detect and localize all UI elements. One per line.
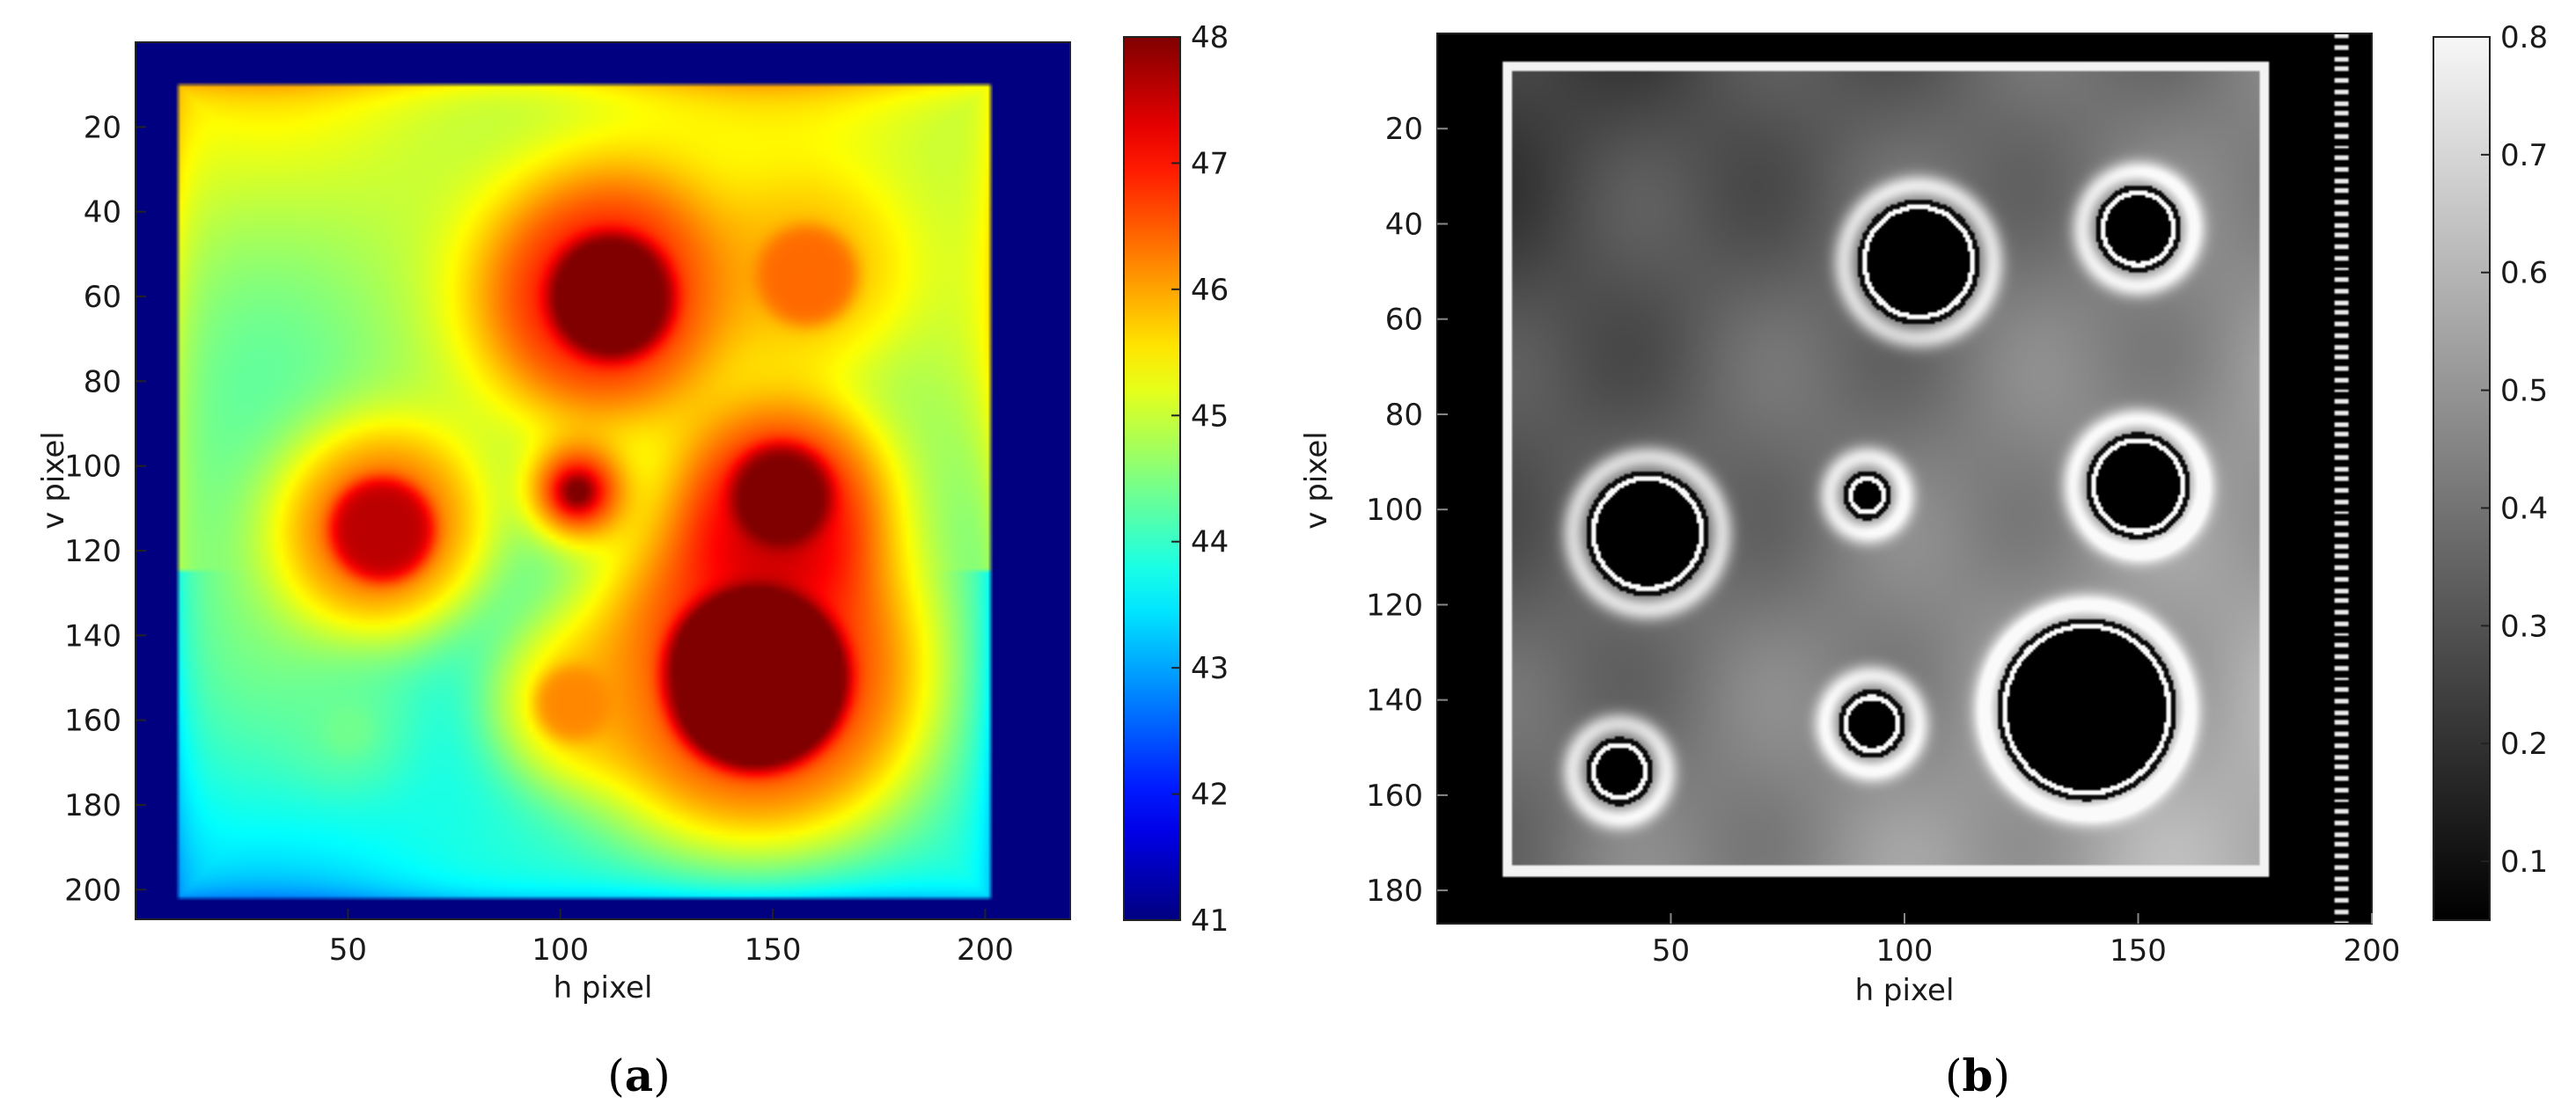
panel-a-caption: (a) [607,1050,670,1101]
panel-a-colorbar-tick-label: 42 [1191,778,1229,813]
panel-a-y-tick-label: 80 [84,364,121,399]
panel-a-colorbar: 41 42 43 44 45 46 47 48 [1123,20,1229,939]
panel-b-colorbar-scale [2433,36,2491,921]
panel-b-colorbar-tick-label: 0.5 [2500,374,2548,409]
panel-b-y-tick-label: 40 [1385,207,1423,242]
panel-a-y-tick-label: 60 [84,280,121,315]
panel-b-colorbar-tick-label: 0.2 [2500,727,2548,762]
panel-b-y-tick-label: 20 [1385,112,1423,147]
panel-b-caption: (b) [1945,1050,2010,1101]
panel-a-heatmap-image [136,42,1070,919]
panel-b-heatmap-image [1437,33,2372,924]
panel-b-y-tick-label: 160 [1366,779,1423,814]
panel-b-colorbar-tick-label: 0.7 [2500,138,2548,173]
panel-a-y-axis-label: v pixel [36,431,71,529]
panel-b-heatmap-raster [1437,33,2372,924]
panel-b-x-tick-label: 200 [2344,933,2401,969]
panel-a-colorbar-tick-label: 41 [1191,903,1229,939]
panel-a-colorbar-scale [1123,36,1181,921]
panel-a-x-axis-label: h pixel [554,970,653,1006]
panel-a-colorbar-tick-label: 45 [1191,399,1229,434]
panel-b-y-tick-label: 80 [1385,398,1423,433]
panel-b-y-tick-label: 180 [1366,874,1423,909]
panel-a-y-tick-label: 120 [64,534,121,569]
panel-a-y-tick-label: 20 [84,110,121,145]
panel-a-caption-letter: a [625,1050,653,1101]
panel-b-y-tick-label: 100 [1366,493,1423,528]
panel-a-ticks: 50 100 150 200 20 40 60 80 100 120 140 160 180 200 [64,110,1014,968]
panel-a-y-tick-label: 40 [84,195,121,230]
panel-b-colorbar-tick-label: 0.8 [2500,20,2548,55]
panel-b-colorbar-tick-label: 0.1 [2500,845,2548,880]
panel-a-x-tick-label: 150 [745,933,802,968]
panel-a-axes-frame [135,41,1071,920]
panel-b-colorbar: 0.1 0.2 0.3 0.4 0.5 0.6 0.7 0.8 [2433,20,2548,921]
panel-a-colorbar-tick-label: 44 [1191,525,1229,560]
panel-a-x-tick-label: 100 [532,933,589,968]
panel-b-caption-letter: b [1963,1050,1993,1101]
panel-b-y-axis-label: v pixel [1299,431,1334,529]
panel-a-y-tick-label: 180 [64,788,121,823]
panel-b-heatmap-chart: 50 100 150 200 20 40 60 80 100 120 140 160 180 h pix… [1299,20,2548,1101]
panel-b-colorbar-tick-label: 0.6 [2500,256,2548,291]
panel-a-colorbar-tick-label: 43 [1191,651,1229,686]
panel-a-colorbar-tick-label: 47 [1191,146,1229,181]
panel-b-y-tick-label: 120 [1366,588,1423,623]
panel-b-x-tick-label: 50 [1652,933,1690,969]
panel-a-x-tick-label: 200 [957,933,1014,968]
panel-a-y-tick-label: 140 [64,618,121,654]
panel-b-colorbar-tick-label: 0.4 [2500,491,2548,526]
panel-a-y-tick-label: 160 [64,704,121,739]
panel-a-colorbar-tick-label: 48 [1191,20,1229,55]
panel-a-colorbar-tick-label: 46 [1191,273,1229,308]
panel-b-ticks: 50 100 150 200 20 40 60 80 100 120 140 160 180 [1366,112,2400,969]
panel-a-x-tick-label: 50 [329,933,367,968]
panel-b-y-tick-label: 140 [1366,684,1423,719]
panel-b-x-tick-label: 100 [1876,933,1934,969]
panel-a-y-tick-label: 200 [64,873,121,908]
panel-a-heatmap-chart: 50 100 150 200 20 40 60 80 100 120 140 160 180 200 h … [36,20,1229,1101]
panel-b-y-tick-label: 60 [1385,303,1423,338]
panel-a-heatmap-raster [136,42,1070,919]
panel-b-colorbar-tick-label: 0.3 [2500,609,2548,644]
panel-b-x-axis-label: h pixel [1855,973,1955,1008]
panel-a-y-tick-label: 100 [64,450,121,485]
panel-b-x-tick-label: 150 [2110,933,2167,969]
